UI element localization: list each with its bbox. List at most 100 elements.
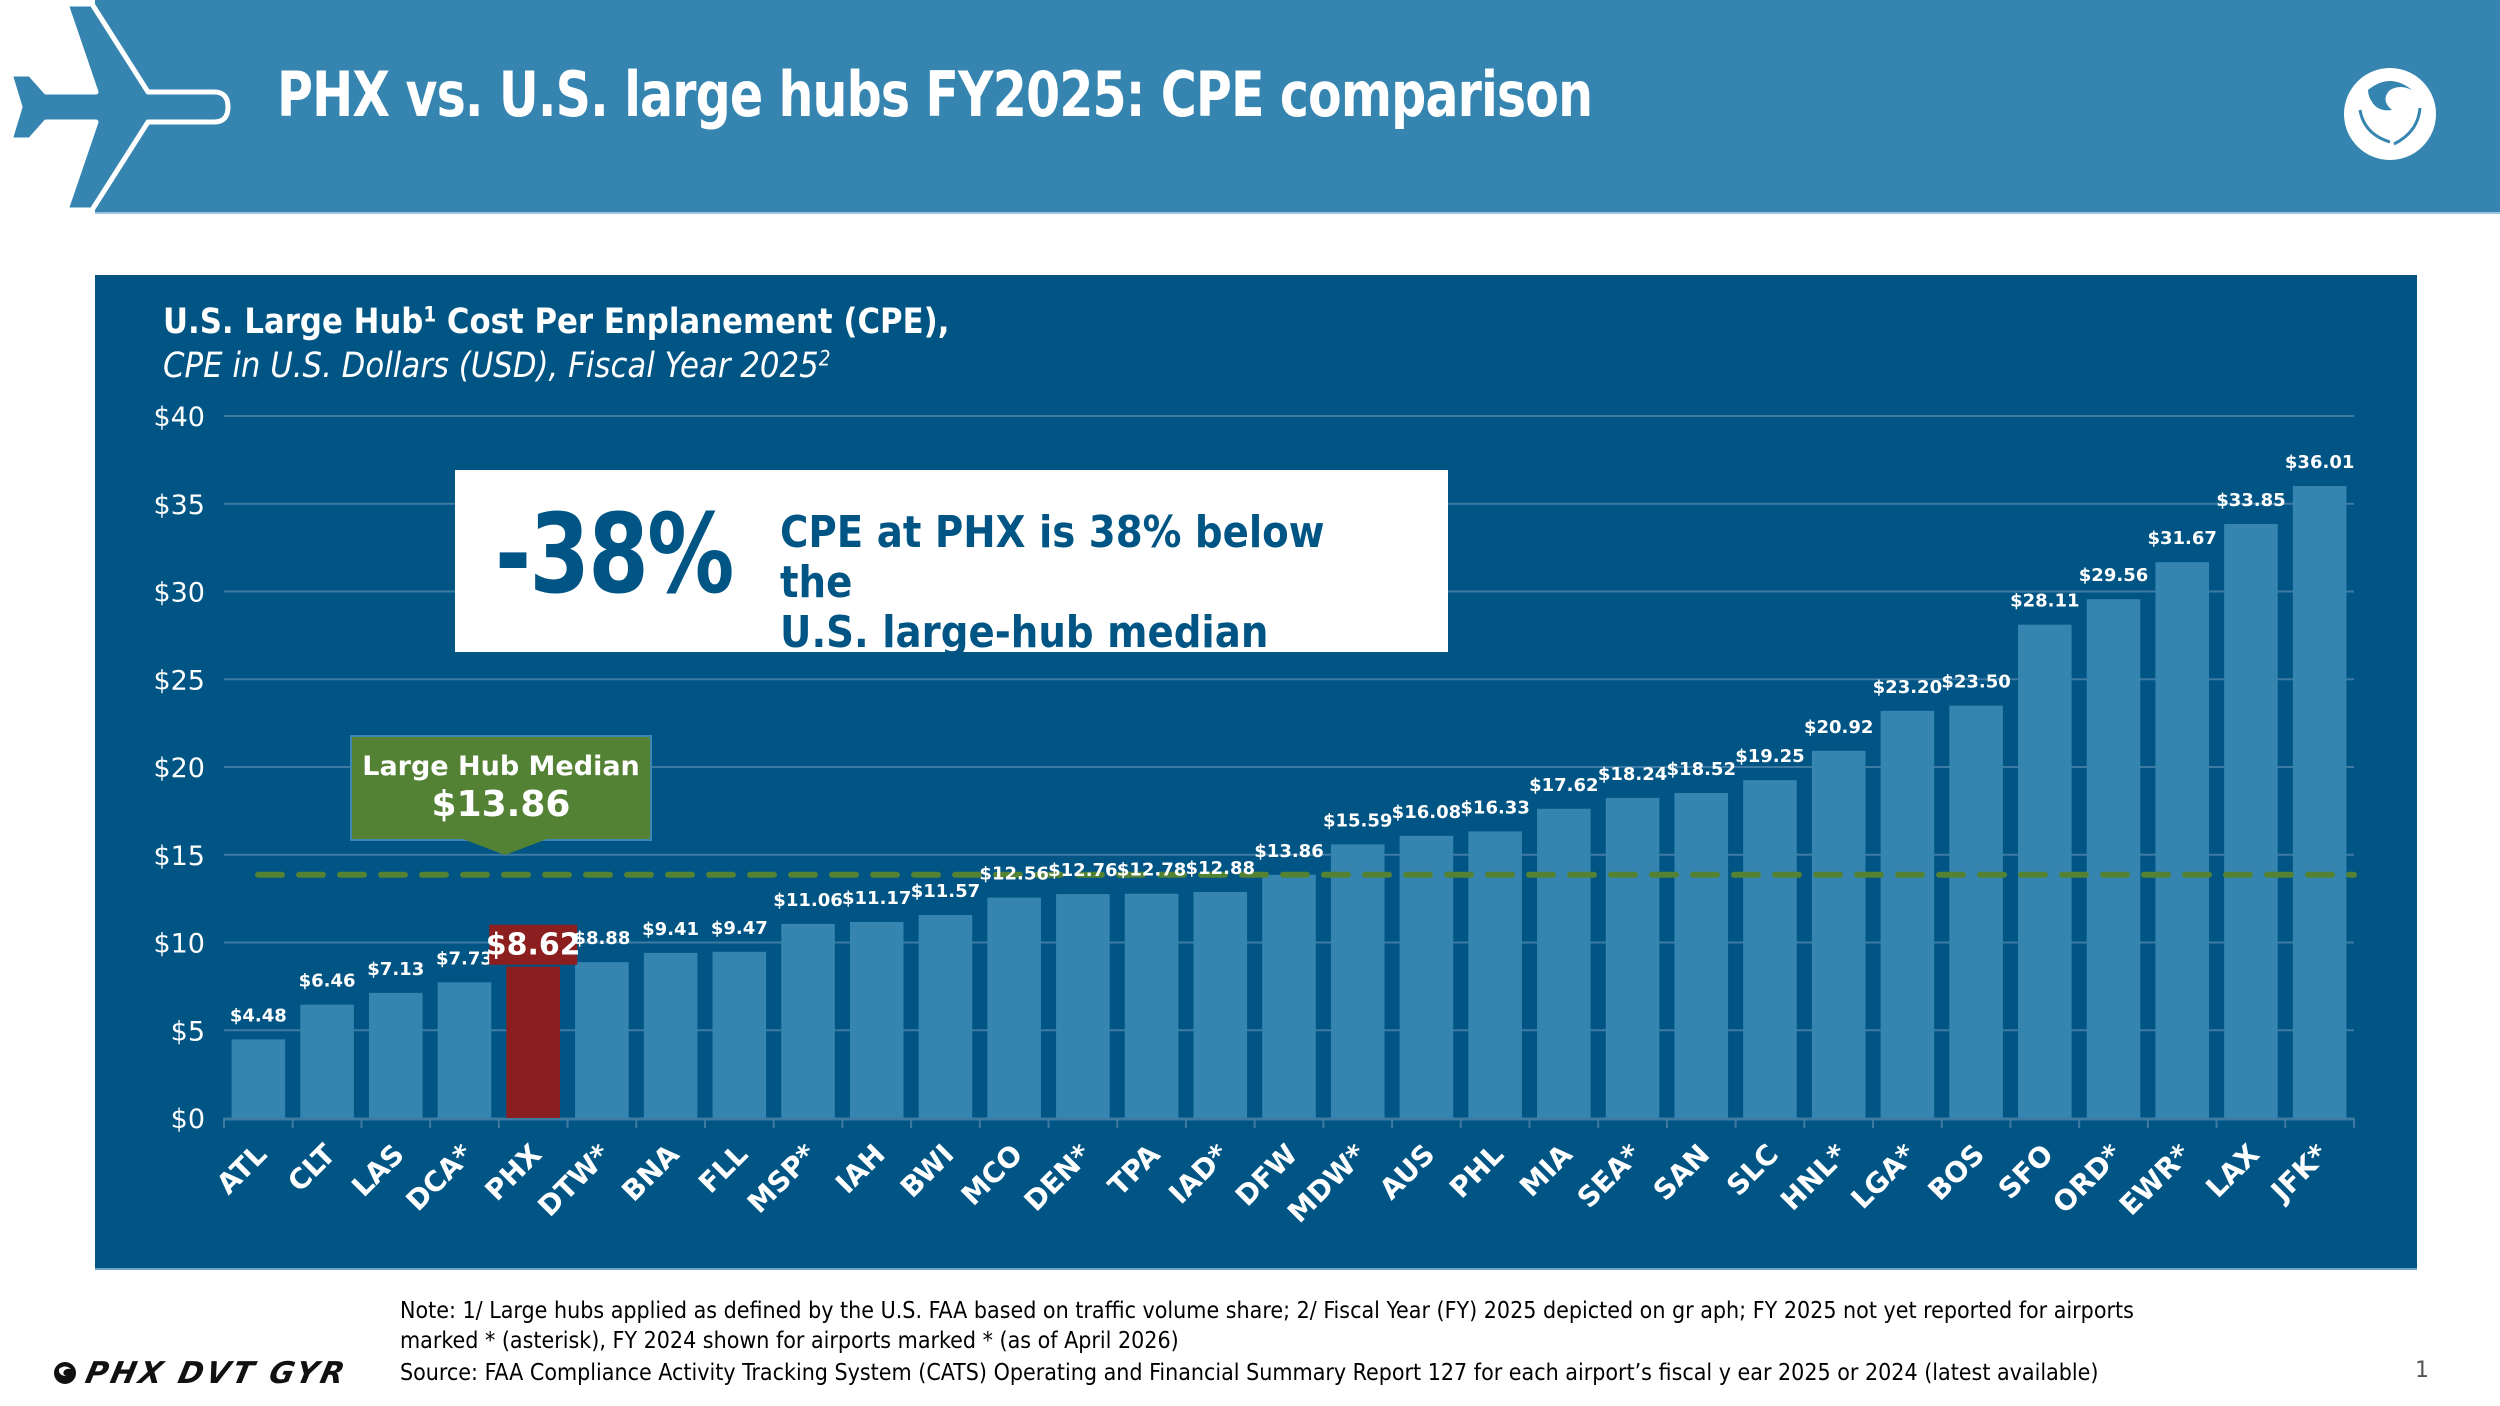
bar — [575, 962, 629, 1118]
header-band — [95, 0, 2500, 214]
x-tick-label: MIA — [1513, 1137, 1579, 1203]
callout-percent: -38% — [495, 490, 734, 618]
bar — [643, 952, 698, 1118]
bar — [1949, 705, 2003, 1118]
x-tick-label: ATL — [210, 1138, 273, 1201]
data-label: $7.13 — [367, 959, 424, 980]
x-tick-label: IAH — [829, 1138, 892, 1201]
callout-message: CPE at PHX is 38% below the U.S. large-h… — [780, 508, 1396, 658]
median-label-title: Large Hub Median — [362, 751, 640, 782]
data-label: $4.48 — [230, 1005, 287, 1026]
x-tick-label: LGA* — [1844, 1137, 1922, 1215]
bar — [1811, 750, 1866, 1118]
y-tick-label: $0 — [171, 1104, 205, 1135]
median-label-pointer — [463, 839, 547, 855]
x-tick-label: BOS — [1922, 1138, 1992, 1208]
footnote-line-2: marked * (asterisk), FY 2024 shown for a… — [400, 1328, 1179, 1354]
bar — [300, 1004, 354, 1118]
bar — [1880, 710, 1935, 1118]
median-label-box: Large Hub Median $13.86 — [350, 735, 652, 841]
y-tick-label: $25 — [153, 665, 205, 696]
x-tick-label: BNA — [615, 1137, 686, 1208]
data-label: $12.88 — [1186, 858, 1255, 879]
callout-box: -38% CPE at PHX is 38% below the U.S. la… — [455, 470, 1448, 658]
bar — [2155, 562, 2210, 1118]
callout-line-2: U.S. large-hub median — [780, 607, 1269, 658]
y-tick-label: $20 — [153, 753, 205, 784]
x-tick-label: MSP* — [741, 1137, 823, 1219]
data-label: $33.85 — [2216, 490, 2285, 511]
x-tick-label: MCO — [955, 1138, 1029, 1212]
bar — [437, 982, 492, 1118]
callout-line-1: CPE at PHX is 38% below the — [780, 507, 1325, 608]
data-label: $29.56 — [2079, 565, 2148, 586]
bar — [1262, 874, 1316, 1118]
data-label: $18.24 — [1598, 764, 1667, 785]
y-tick-label: $10 — [153, 929, 205, 960]
data-label: $19.25 — [1735, 746, 1804, 767]
bar — [1124, 893, 1179, 1118]
bar — [712, 951, 767, 1118]
highlight-label-bg — [489, 924, 578, 965]
page-title: PHX vs. U.S. large hubs FY2025: CPE comp… — [277, 58, 1593, 131]
bar — [1605, 797, 1660, 1118]
footnote-marker: 1 — [423, 302, 437, 327]
x-tick-label: DEN* — [1018, 1137, 1098, 1217]
bar — [781, 923, 835, 1118]
airplane-icon — [7, 1, 231, 213]
bar — [849, 921, 904, 1118]
bar — [1537, 808, 1591, 1118]
x-tick-label: HNL* — [1774, 1137, 1854, 1217]
data-label: $9.47 — [711, 918, 768, 939]
data-label: $8.88 — [573, 928, 630, 949]
bar — [1193, 891, 1248, 1118]
data-label: $9.41 — [642, 919, 699, 940]
data-label: $11.06 — [773, 890, 842, 911]
chart-title-tail: Cost Per Enplanement (CPE), — [436, 302, 950, 342]
data-label: $12.76 — [1048, 860, 1117, 881]
data-label: $12.78 — [1117, 860, 1186, 881]
data-label: $16.08 — [1392, 802, 1461, 823]
data-label: $23.20 — [1873, 677, 1942, 698]
bar — [1330, 844, 1385, 1118]
y-tick-label: $15 — [153, 841, 205, 872]
bar — [1743, 780, 1797, 1118]
median-label-value: $13.86 — [431, 784, 571, 825]
bar — [368, 992, 423, 1118]
x-tick-label: EWR* — [2113, 1137, 2198, 1222]
data-label: $20.92 — [1804, 717, 1873, 738]
x-tick-label: CLT — [281, 1138, 342, 1199]
brand-logo: PHX DVT GYR — [52, 1356, 351, 1391]
source-note: Source: FAA Compliance Activity Tracking… — [400, 1360, 2099, 1386]
x-tick-label: SEA* — [1571, 1137, 1648, 1214]
chart-title-text: U.S. Large Hub — [163, 302, 424, 342]
x-tick-label: SAN — [1647, 1138, 1716, 1207]
data-label: $18.52 — [1667, 759, 1736, 780]
data-label: $11.57 — [911, 881, 980, 902]
chart-subtitle-text: CPE in U.S. Dollars (USD), Fiscal Year 2… — [163, 346, 819, 386]
data-label: $11.17 — [842, 888, 911, 909]
bar — [1056, 894, 1110, 1118]
phoenix-bird-logo — [2344, 68, 2436, 160]
x-tick-label: IAD* — [1162, 1137, 1235, 1210]
x-tick-label: DCA* — [399, 1137, 479, 1217]
data-label: $31.67 — [2147, 528, 2216, 549]
data-label: $36.01 — [2285, 452, 2354, 473]
x-tick-label: DTW* — [531, 1137, 617, 1223]
data-label: $28.11 — [2010, 591, 2079, 612]
x-tick-label: FLL — [692, 1138, 754, 1200]
bar — [918, 914, 973, 1118]
data-label: $16.33 — [1460, 797, 1529, 818]
x-tick-label: AUS — [1373, 1138, 1441, 1206]
data-label: $6.46 — [299, 971, 356, 992]
bar — [1674, 792, 1729, 1118]
x-tick-label: BWI — [894, 1138, 961, 1205]
bar — [2018, 624, 2072, 1118]
bar — [2086, 599, 2141, 1118]
data-label: $13.86 — [1254, 841, 1323, 862]
data-label: $17.62 — [1529, 775, 1598, 796]
phoenix-mini-icon — [54, 1362, 76, 1384]
data-label: $15.59 — [1323, 810, 1392, 831]
footnote-line-1: Note: 1/ Large hubs applied as defined b… — [400, 1298, 2134, 1324]
x-tick-label: ORD* — [2046, 1137, 2128, 1219]
